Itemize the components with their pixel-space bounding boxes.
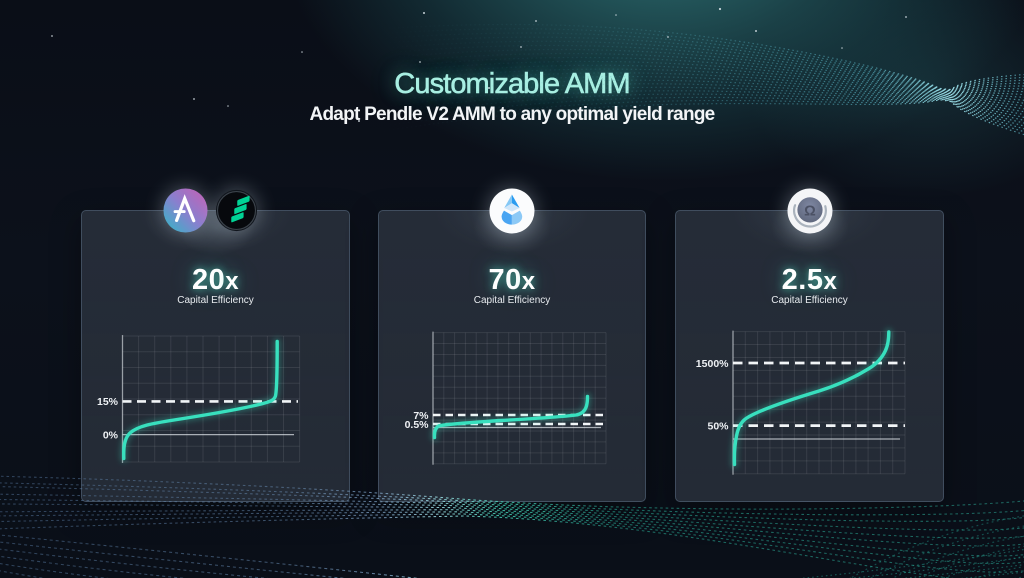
svg-text:Ω: Ω — [804, 204, 816, 220]
svg-text:15%: 15% — [97, 396, 119, 408]
svg-text:0%: 0% — [103, 429, 119, 441]
svg-text:50%: 50% — [707, 420, 729, 432]
svg-text:1500%: 1500% — [696, 358, 729, 370]
svg-text:0.5%: 0.5% — [405, 419, 430, 431]
svg-text:7%: 7% — [413, 410, 429, 422]
